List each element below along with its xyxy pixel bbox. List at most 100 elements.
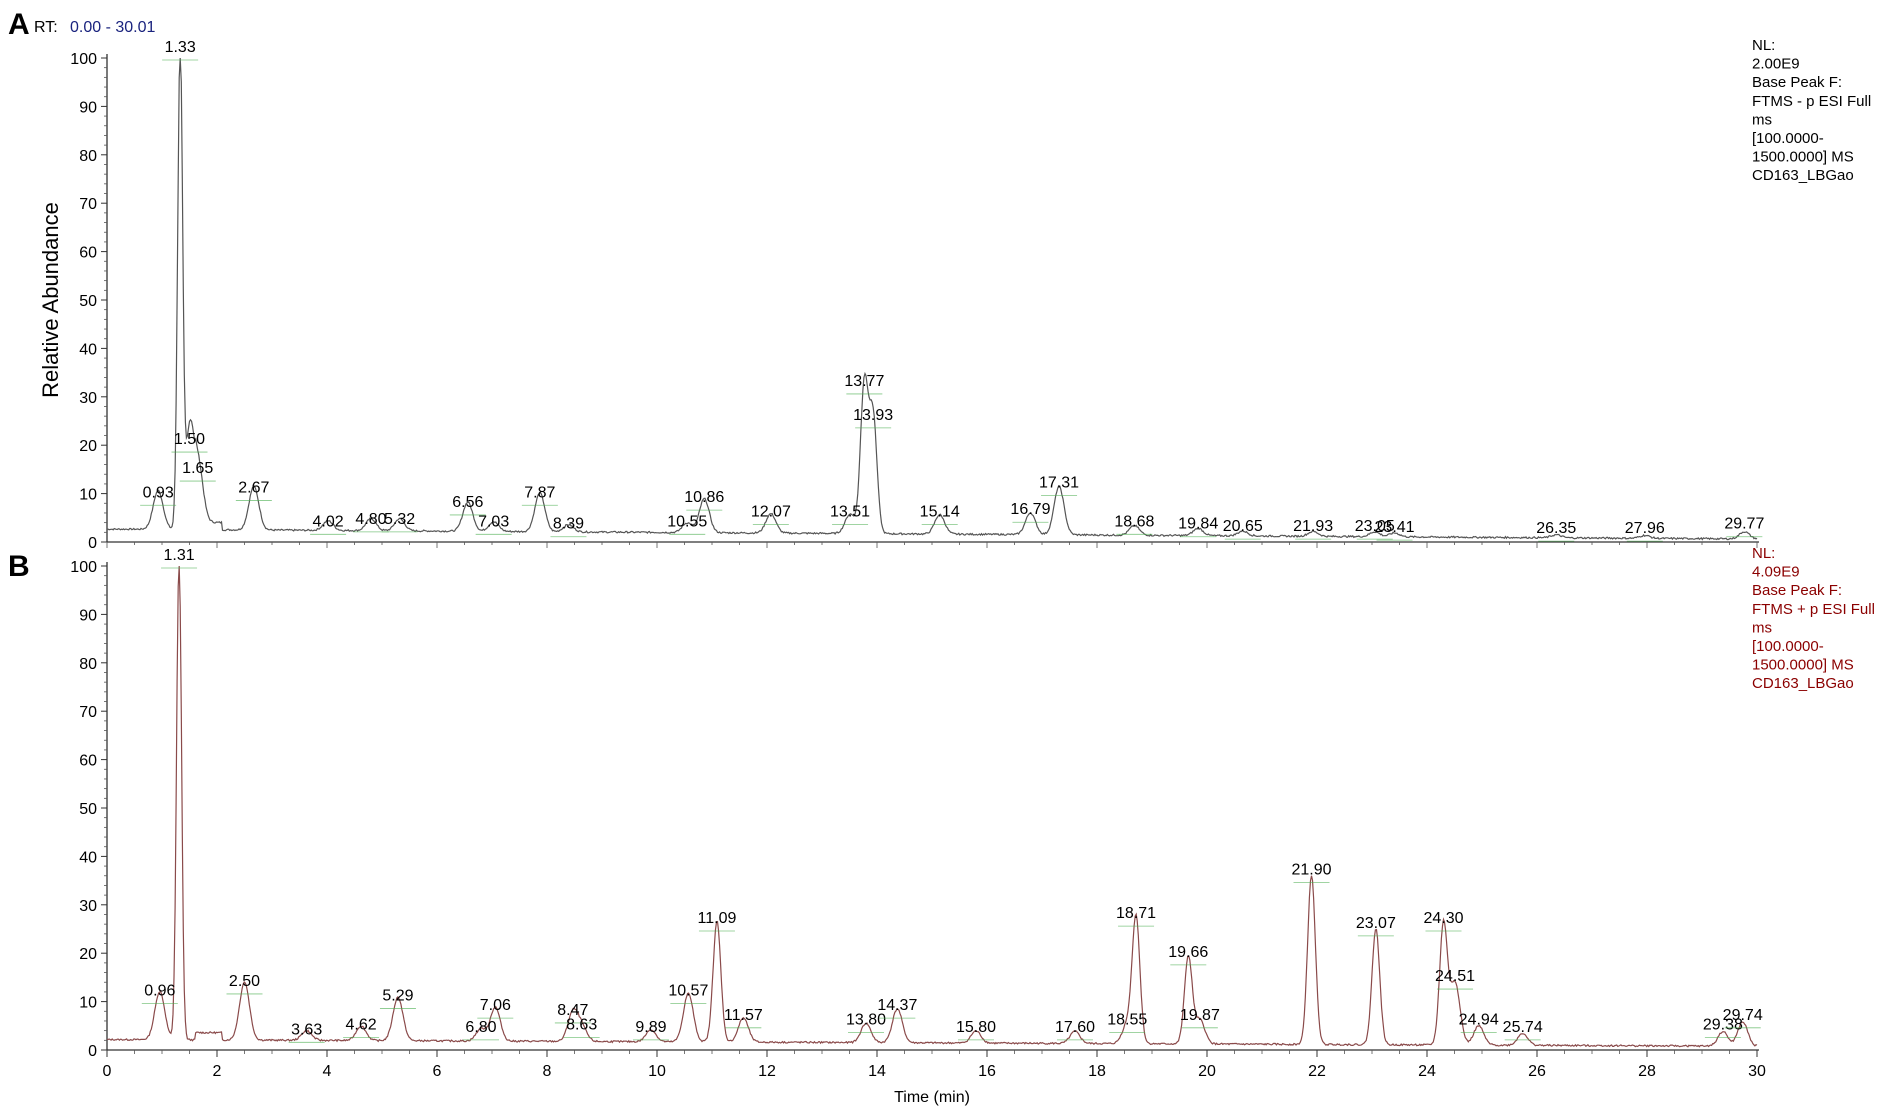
peak-label: 16.79: [1010, 501, 1050, 518]
peak-label: 4.62: [346, 1016, 377, 1033]
y-tick-label: 0: [88, 535, 97, 552]
x-tick-label: 28: [1638, 1063, 1656, 1080]
peak-label: 1.33: [165, 39, 196, 56]
info-line: FTMS + p ESI Full: [1752, 601, 1875, 618]
peak-label: 10.55: [667, 513, 707, 530]
x-tick-label: 12: [758, 1063, 776, 1080]
peak-label: 2.50: [229, 973, 260, 990]
y-tick-label: 70: [79, 704, 97, 721]
peak-label: 13.77: [844, 373, 884, 390]
x-tick-label: 0: [103, 1063, 112, 1080]
peak-label: 0.96: [144, 983, 175, 1000]
x-tick-label: 26: [1528, 1063, 1546, 1080]
peak-label: 18.71: [1116, 905, 1156, 922]
y-tick-label: 80: [79, 656, 97, 673]
peak-label: 7.06: [480, 997, 511, 1014]
info-line: 1500.0000] MS: [1752, 149, 1854, 166]
y-tick-label: 60: [79, 753, 97, 770]
peak-label: 18.68: [1114, 513, 1154, 530]
info-line: NL:: [1752, 545, 1775, 562]
peak-label: 8.63: [566, 1016, 597, 1033]
peak-label: 24.51: [1435, 968, 1475, 985]
peak-label: 5.32: [384, 511, 415, 528]
y-tick-label: 30: [79, 390, 97, 407]
peak-label: 13.51: [830, 504, 870, 521]
rt-range: 0.00 - 30.01: [70, 19, 156, 36]
panel-a-info: NL: 2.00E9 Base Peak F: FTMS - p ESI Full ms…: [1752, 37, 1871, 184]
info-line: ms: [1752, 619, 1772, 636]
y-tick-label: 20: [79, 438, 97, 455]
x-axis-title: Time (min): [894, 1089, 970, 1106]
x-tick-label: 6: [433, 1063, 442, 1080]
peak-label: 13.80: [846, 1012, 886, 1029]
peak-label: 8.39: [553, 516, 584, 533]
peak-label: 10.86: [684, 489, 724, 506]
peak-label: 27.96: [1625, 520, 1665, 537]
y-tick-label: 100: [70, 51, 97, 68]
peak-label: 17.60: [1055, 1019, 1095, 1036]
x-tick-label: 22: [1308, 1063, 1326, 1080]
x-tick-label: 8: [543, 1063, 552, 1080]
info-line: 2.00E9: [1752, 56, 1800, 73]
peak-label: 1.65: [182, 460, 213, 477]
y-axis-title: Relative Abundance: [38, 202, 63, 398]
peak-label: 11.09: [698, 910, 737, 927]
rt-label: RT:: [34, 19, 58, 36]
peak-label: 1.31: [163, 547, 194, 564]
peak-label: 1.50: [174, 431, 205, 448]
x-tick-label: 4: [323, 1063, 332, 1080]
chromatogram-trace: [106, 565, 1758, 1048]
x-tick-label: 10: [648, 1063, 666, 1080]
peak-label: 12.07: [751, 504, 791, 521]
peak-label: 6.80: [465, 1019, 496, 1036]
info-line: NL:: [1752, 37, 1775, 54]
x-tick-label: 24: [1418, 1063, 1436, 1080]
peak-label: 20.65: [1223, 518, 1263, 535]
peak-label: 13.93: [853, 407, 893, 424]
peak-label: 7.87: [524, 484, 555, 501]
peak-label: 10.57: [668, 983, 708, 1000]
peak-label: 4.80: [355, 511, 386, 528]
y-tick-label: 50: [79, 293, 97, 310]
y-tick-label: 80: [79, 148, 97, 165]
x-tick-label: 16: [978, 1063, 996, 1080]
peak-label: 9.89: [635, 1019, 666, 1036]
peak-label: 18.55: [1107, 1012, 1147, 1029]
info-line: [100.0000-: [1752, 638, 1824, 655]
x-tick-label: 18: [1088, 1063, 1106, 1080]
x-tick-label: 30: [1748, 1063, 1766, 1080]
panel-b-info: NL: 4.09E9 Base Peak F: FTMS + p ESI Full ms…: [1752, 545, 1875, 692]
peak-label: 23.41: [1375, 519, 1415, 536]
panel-b-label: B: [8, 550, 30, 583]
peak-label: 17.31: [1039, 475, 1079, 492]
peak-label: 25.74: [1503, 1019, 1543, 1036]
y-tick-label: 30: [79, 898, 97, 915]
x-tick-label: 14: [868, 1063, 886, 1080]
peak-label: 24.30: [1423, 910, 1463, 927]
peak-label: 11.57: [724, 1007, 763, 1024]
info-line: Base Peak F:: [1752, 74, 1842, 91]
y-tick-label: 10: [79, 995, 97, 1012]
peak-label: 2.67: [238, 479, 269, 496]
peak-label: 24.94: [1459, 1012, 1499, 1029]
peak-label: 6.56: [452, 494, 483, 511]
y-tick-label: 90: [79, 607, 97, 624]
peak-label: 15.14: [920, 504, 960, 521]
peak-label: 0.93: [143, 484, 174, 501]
peak-label: 19.87: [1180, 1007, 1220, 1024]
x-tick-label: 20: [1198, 1063, 1216, 1080]
peak-label: 23.07: [1356, 915, 1396, 932]
panel-a-label: A: [8, 8, 30, 41]
y-tick-label: 70: [79, 196, 97, 213]
peak-label: 15.80: [956, 1019, 996, 1036]
info-line: CD163_LBGao: [1752, 167, 1854, 184]
y-tick-label: 60: [79, 245, 97, 262]
chromatogram-trace: [106, 57, 1758, 541]
peak-label: 29.77: [1724, 516, 1764, 533]
peak-label: 14.37: [877, 997, 917, 1014]
y-tick-label: 40: [79, 341, 97, 358]
info-line: CD163_LBGao: [1752, 675, 1854, 692]
y-tick-label: 50: [79, 801, 97, 818]
peak-label: 5.29: [382, 987, 413, 1004]
